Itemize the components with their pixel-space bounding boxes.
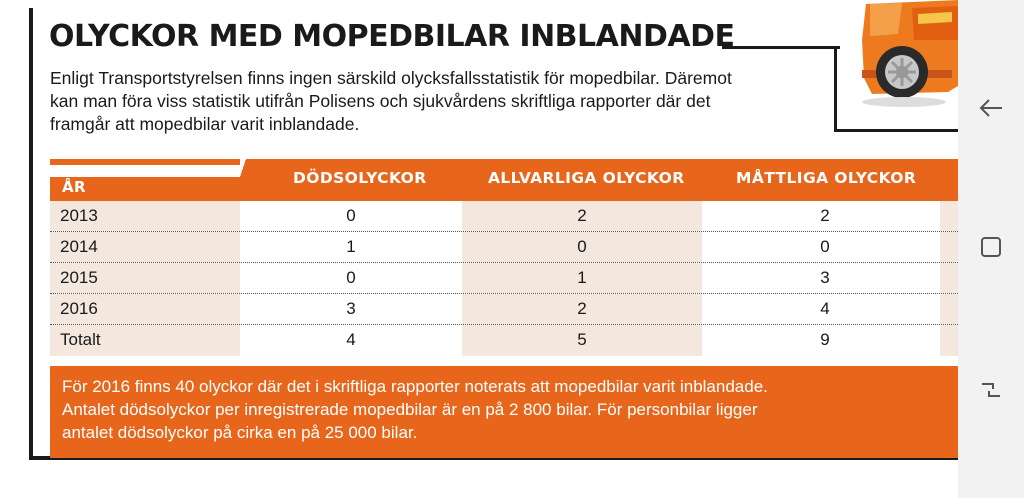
back-arrow-icon[interactable] (976, 93, 1006, 123)
cell-moderate: 9 (820, 330, 830, 349)
cell-moderate: 4 (820, 299, 830, 318)
intro-line: kan man föra viss statistik utifrån Poli… (50, 91, 711, 111)
header-moderate: MÅTTLIGA OLYCKOR (736, 169, 917, 187)
frame-bottom-rule (29, 456, 958, 460)
table-body: 2013 0 2 2 2014 1 0 0 2015 0 1 3 20 (50, 201, 958, 356)
cell-deaths: 1 (346, 237, 356, 256)
cell-serious: 2 (577, 299, 587, 318)
table-row-total: Totalt 4 5 9 (50, 325, 958, 356)
note-line: Antalet dödsolyckor per inregistrerade m… (62, 400, 758, 419)
cell-year: 2016 (60, 299, 98, 318)
magazine-page: OLYCKOR MED MOPEDBILAR INBLANDADE Enligt… (29, 0, 958, 460)
title-rule-vertical (834, 46, 837, 132)
frame-left-rule (29, 8, 33, 460)
table-row: 2014 1 0 0 (50, 232, 958, 263)
accident-table: ÅR DÖDSOLYCKOR ALLVARLIGA OLYCKOR MÅTTLI… (50, 159, 958, 356)
title-rule (722, 46, 840, 49)
moped-car-photo (852, 0, 958, 122)
cell-year: 2014 (60, 237, 98, 256)
cell-year: Totalt (60, 330, 101, 349)
header-top-strip (50, 159, 240, 165)
android-navigation-bar (958, 0, 1024, 498)
cell-deaths: 3 (346, 299, 356, 318)
cell-serious: 1 (577, 268, 587, 287)
home-square-icon[interactable] (976, 232, 1006, 262)
intro-line: framgår att mopedbilar varit inblandade. (50, 114, 360, 134)
title-rule-lower (834, 129, 958, 132)
cell-deaths: 0 (346, 206, 356, 225)
article-title: OLYCKOR MED MOPEDBILAR INBLANDADE (49, 19, 735, 54)
table-row: 2015 0 1 3 (50, 263, 958, 294)
note-line: antalet dödsolyckor på cirka en på 25 00… (62, 423, 418, 442)
year-header-slant (240, 159, 246, 177)
header-deaths: DÖDSOLYCKOR (293, 169, 427, 187)
recent-apps-icon[interactable] (976, 375, 1006, 405)
cell-moderate: 2 (820, 206, 830, 225)
cell-year: 2013 (60, 206, 98, 225)
header-serious: ALLVARLIGA OLYCKOR (488, 169, 685, 187)
cell-serious: 0 (577, 237, 587, 256)
cell-deaths: 0 (346, 268, 356, 287)
note-box: För 2016 finns 40 olyckor där det i skri… (50, 366, 958, 458)
table-row: 2013 0 2 2 (50, 201, 958, 232)
note-line: För 2016 finns 40 olyckor där det i skri… (62, 377, 768, 396)
cell-moderate: 3 (820, 268, 830, 287)
table-row: 2016 3 2 4 (50, 294, 958, 325)
cell-serious: 2 (577, 206, 587, 225)
article-intro: Enligt Transportstyrelsen finns ingen sä… (50, 67, 820, 136)
cell-serious: 5 (577, 330, 587, 349)
intro-line: Enligt Transportstyrelsen finns ingen sä… (50, 68, 732, 88)
table-header-row: ÅR DÖDSOLYCKOR ALLVARLIGA OLYCKOR MÅTTLI… (50, 159, 958, 201)
header-year: ÅR (62, 178, 86, 196)
cell-year: 2015 (60, 268, 98, 287)
cell-moderate: 0 (820, 237, 830, 256)
cell-deaths: 4 (346, 330, 356, 349)
